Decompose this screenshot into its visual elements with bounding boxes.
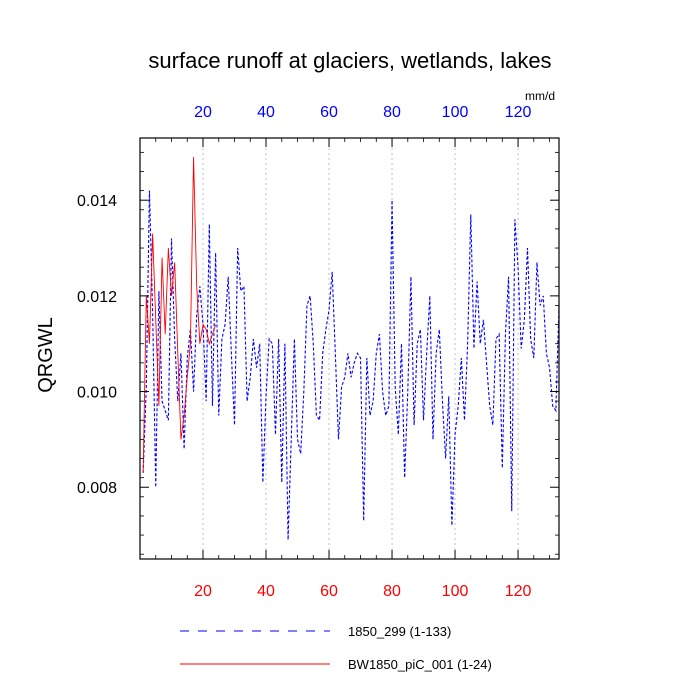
x-top-tick-label: 100 bbox=[442, 104, 469, 121]
x-top-tick-label: 120 bbox=[505, 104, 532, 121]
units-label: mm/d bbox=[525, 89, 555, 103]
y-tick-label: 0.010 bbox=[77, 385, 117, 402]
x-tick-label: 100 bbox=[442, 583, 469, 600]
x-tick-label: 120 bbox=[505, 583, 532, 600]
x-tick-label: 60 bbox=[320, 583, 338, 600]
series-layer bbox=[142, 157, 560, 540]
y-axis-label: QRGWL bbox=[35, 317, 57, 393]
legend-label: BW1850_piC_001 (1-24) bbox=[348, 657, 492, 672]
y-tick-label: 0.008 bbox=[77, 480, 117, 497]
grid-lines bbox=[202, 138, 519, 559]
x-tick-label: 80 bbox=[383, 583, 401, 600]
chart-title: surface runoff at glaciers, wetlands, la… bbox=[148, 48, 551, 73]
legend-label: 1850_299 (1-133) bbox=[348, 624, 451, 639]
series-line-2 bbox=[142, 157, 217, 473]
series-line-1 bbox=[142, 190, 560, 540]
plot-frame bbox=[139, 137, 560, 560]
x-tick-label: 40 bbox=[257, 583, 275, 600]
tick-marks bbox=[140, 138, 559, 559]
y-tick-label: 0.014 bbox=[77, 193, 117, 210]
y-tick-label: 0.012 bbox=[77, 289, 117, 306]
x-top-tick-label: 80 bbox=[383, 104, 401, 121]
legend: 1850_299 (1-133) BW1850_piC_001 (1-24) bbox=[180, 624, 492, 672]
x-top-tick-label: 40 bbox=[257, 104, 275, 121]
tick-labels: 20 20 40 40 60 60 80 80 100 100 120 120 0.008 0.010 0.… bbox=[77, 104, 532, 600]
x-top-tick-label: 20 bbox=[194, 104, 212, 121]
x-top-tick-label: 60 bbox=[320, 104, 338, 121]
x-tick-label: 20 bbox=[194, 583, 212, 600]
